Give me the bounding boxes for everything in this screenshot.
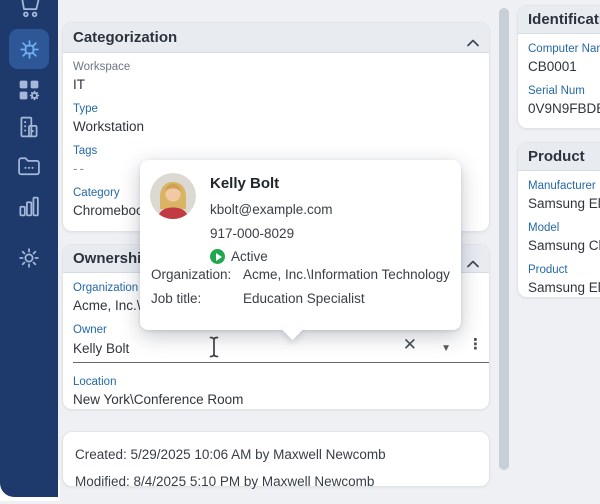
bar-chart-icon[interactable]: [15, 192, 43, 220]
field-label[interactable]: Computer Name: [528, 43, 600, 55]
field-label[interactable]: Tags: [73, 145, 98, 157]
field-value: Samsung Electronics: [528, 196, 600, 211]
field-value: Samsung Chromebook: [528, 238, 600, 253]
field-value: IT: [73, 77, 85, 92]
active-status-icon: [210, 249, 225, 264]
kebab-menu-icon[interactable]: ⋮: [468, 336, 483, 353]
field-manufacturer: Manufacturer Samsung Electronics: [528, 180, 600, 211]
field-value: Workstation: [73, 119, 145, 134]
field-label[interactable]: Owner: [73, 324, 107, 336]
apps-gear-icon[interactable]: [15, 76, 43, 104]
field-label[interactable]: Organization: [73, 282, 139, 294]
field-value: CB0001: [528, 59, 577, 74]
field-value: New York\Conference Room: [73, 392, 244, 407]
field-model: Model Samsung Chromebook: [528, 222, 600, 253]
identification-header: Identification: [518, 6, 600, 34]
modified-text: Modified: 8/4/2025 5:10 PM by Maxwell Ne…: [75, 474, 375, 489]
organization-value: Acme, Inc.\Information Technology: [243, 267, 450, 282]
identification-title: Identification: [528, 11, 600, 28]
field-label[interactable]: Type: [73, 103, 98, 115]
assets-icon[interactable]: [9, 29, 49, 69]
sidebar: [0, 0, 58, 497]
popup-status: Active: [210, 249, 268, 264]
field-label[interactable]: Location: [73, 376, 117, 388]
field-tags: Tags --: [73, 145, 479, 176]
field-type: Type Workstation: [73, 103, 479, 134]
vertical-scrollbar-thumb[interactable]: [499, 8, 509, 470]
collapse-chevron-icon[interactable]: [467, 255, 479, 267]
field-value: Samsung Electronics: [528, 280, 600, 295]
popup-organization-row: Organization: Acme, Inc.\Information Tech…: [151, 267, 450, 282]
field-workspace: Workspace IT: [73, 61, 479, 92]
field-product: Product Samsung Electronics: [528, 264, 600, 295]
field-label[interactable]: Category: [73, 187, 120, 199]
field-value: 0V9N9FBDB: [528, 101, 600, 116]
field-label[interactable]: Manufacturer: [528, 180, 596, 192]
avatar: [150, 173, 196, 219]
field-label[interactable]: Product: [528, 264, 568, 276]
field-label[interactable]: Model: [528, 222, 560, 234]
product-title: Product: [528, 148, 585, 165]
field-label[interactable]: Serial Num: [528, 85, 585, 97]
field-value: --: [73, 161, 86, 176]
created-text: Created: 5/29/2025 10:06 AM by Maxwell N…: [75, 447, 386, 462]
identification-card: Identification Computer Name CB0001 Seri…: [517, 5, 600, 129]
cart-icon[interactable]: [15, 0, 43, 19]
audit-card: Created: 5/29/2025 10:06 AM by Maxwell N…: [62, 431, 490, 489]
field-location: Location New York\Conference Room: [73, 376, 479, 407]
categorization-header: Categorization: [63, 23, 489, 53]
owner-input[interactable]: [73, 341, 489, 363]
clear-icon[interactable]: ✕: [402, 335, 417, 354]
popup-user-email: kbolt@example.com: [210, 202, 333, 217]
ownership-title: Ownership: [73, 250, 151, 267]
collapse-chevron-icon[interactable]: [467, 34, 479, 46]
status-text: Active: [231, 249, 268, 264]
settings-gear-icon[interactable]: [15, 244, 43, 272]
popup-user-phone: 917-000-8029: [210, 226, 295, 241]
user-info-popup: Kelly Bolt kbolt@example.com 917-000-802…: [140, 160, 461, 341]
product-header: Product: [518, 143, 600, 171]
dropdown-caret-icon[interactable]: ▼: [441, 343, 451, 354]
folder-icon[interactable]: [15, 152, 43, 180]
field-label: Workspace: [73, 61, 131, 73]
categorization-title: Categorization: [73, 29, 178, 46]
product-card: Product Manufacturer Samsung Electronics…: [517, 142, 600, 298]
field-category: Category Chromebook: [73, 187, 479, 218]
organization-label: Organization:: [151, 267, 232, 282]
field-owner: Owner ✕ ▼ ⋮: [73, 324, 489, 363]
popup-job-title-row: Job title: Education Specialist: [151, 291, 365, 306]
field-computer-name: Computer Name CB0001: [528, 43, 600, 74]
job-title-value: Education Specialist: [243, 291, 365, 306]
popup-user-name: Kelly Bolt: [210, 175, 280, 192]
job-title-label: Job title:: [151, 291, 202, 306]
organization-building-icon[interactable]: [15, 113, 43, 141]
field-value: Chromebook: [73, 203, 151, 218]
field-serial-number: Serial Num 0V9N9FBDB: [528, 85, 600, 116]
